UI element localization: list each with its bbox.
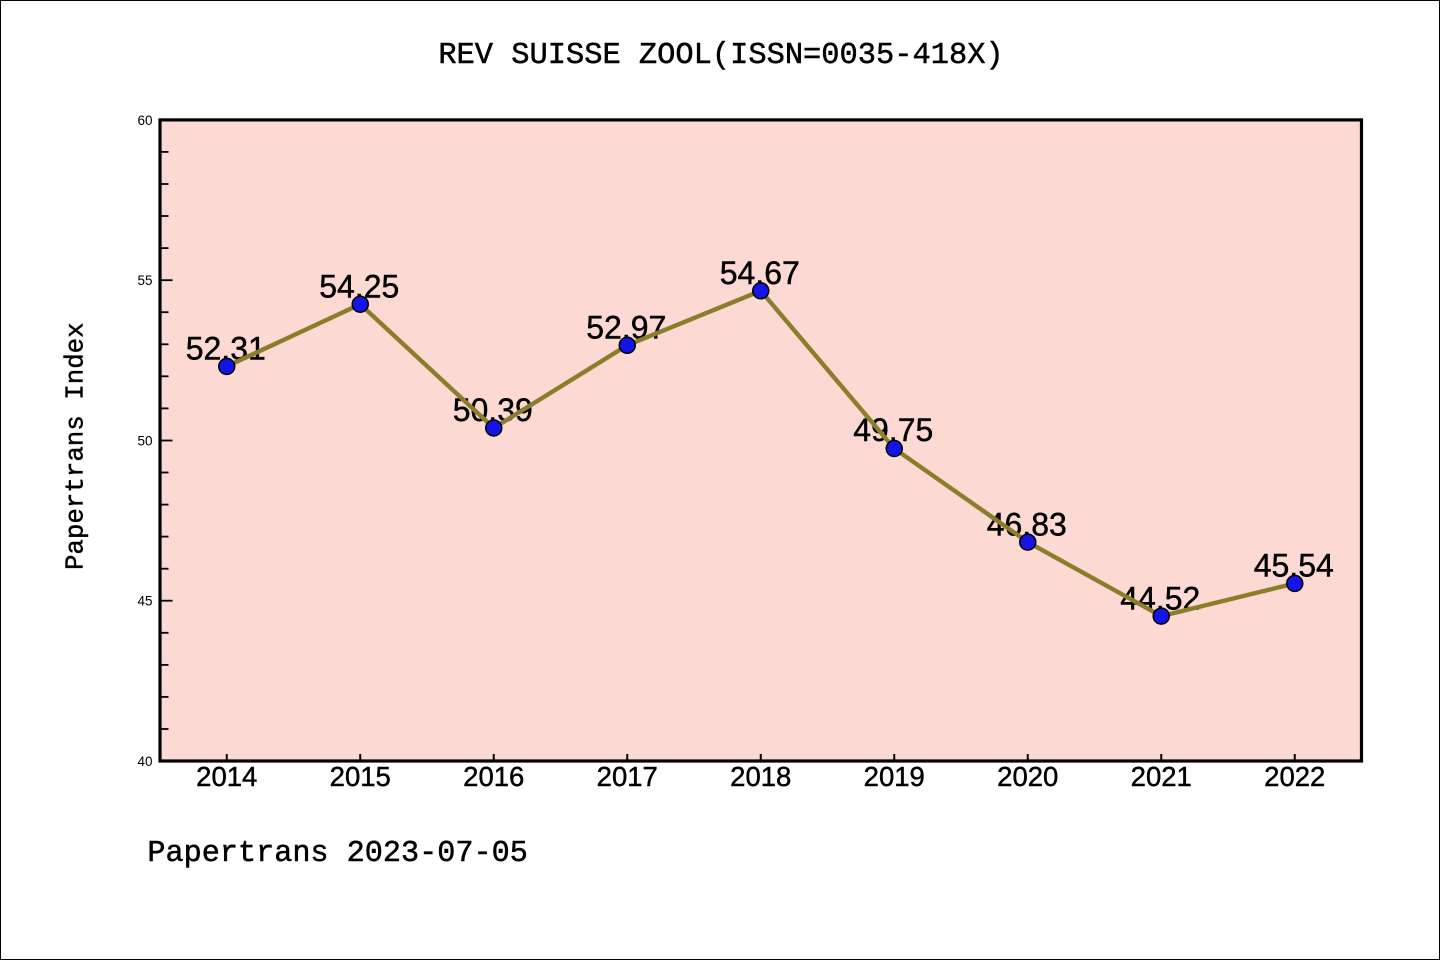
svg-text:45: 45: [137, 594, 152, 609]
svg-text:2016: 2016: [463, 761, 524, 792]
svg-text:2014: 2014: [196, 761, 257, 792]
svg-text:2020: 2020: [997, 761, 1058, 792]
svg-text:2015: 2015: [330, 761, 391, 792]
svg-text:Papertrans 2023-07-05: Papertrans 2023-07-05: [147, 837, 527, 871]
svg-text:2019: 2019: [864, 761, 925, 792]
svg-text:2018: 2018: [730, 761, 791, 792]
svg-text:2017: 2017: [597, 761, 658, 792]
svg-text:40: 40: [137, 754, 152, 769]
svg-text:2021: 2021: [1131, 761, 1192, 792]
svg-text:Papertrans Index: Papertrans Index: [61, 322, 90, 570]
svg-text:2022: 2022: [1264, 761, 1325, 792]
svg-text:60: 60: [137, 113, 152, 128]
svg-text:50: 50: [137, 433, 152, 448]
svg-text:55: 55: [137, 273, 152, 288]
svg-text:REV SUISSE ZOOL(ISSN=0035-418X: REV SUISSE ZOOL(ISSN=0035-418X): [438, 39, 1003, 73]
